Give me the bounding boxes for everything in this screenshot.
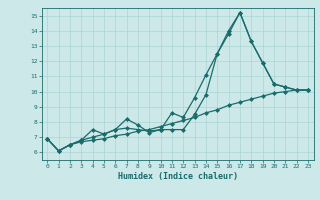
X-axis label: Humidex (Indice chaleur): Humidex (Indice chaleur) bbox=[118, 172, 237, 181]
